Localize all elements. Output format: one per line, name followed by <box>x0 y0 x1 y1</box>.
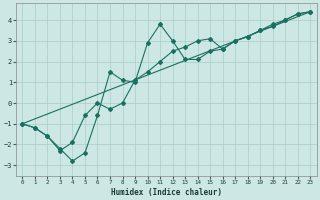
X-axis label: Humidex (Indice chaleur): Humidex (Indice chaleur) <box>111 188 222 197</box>
